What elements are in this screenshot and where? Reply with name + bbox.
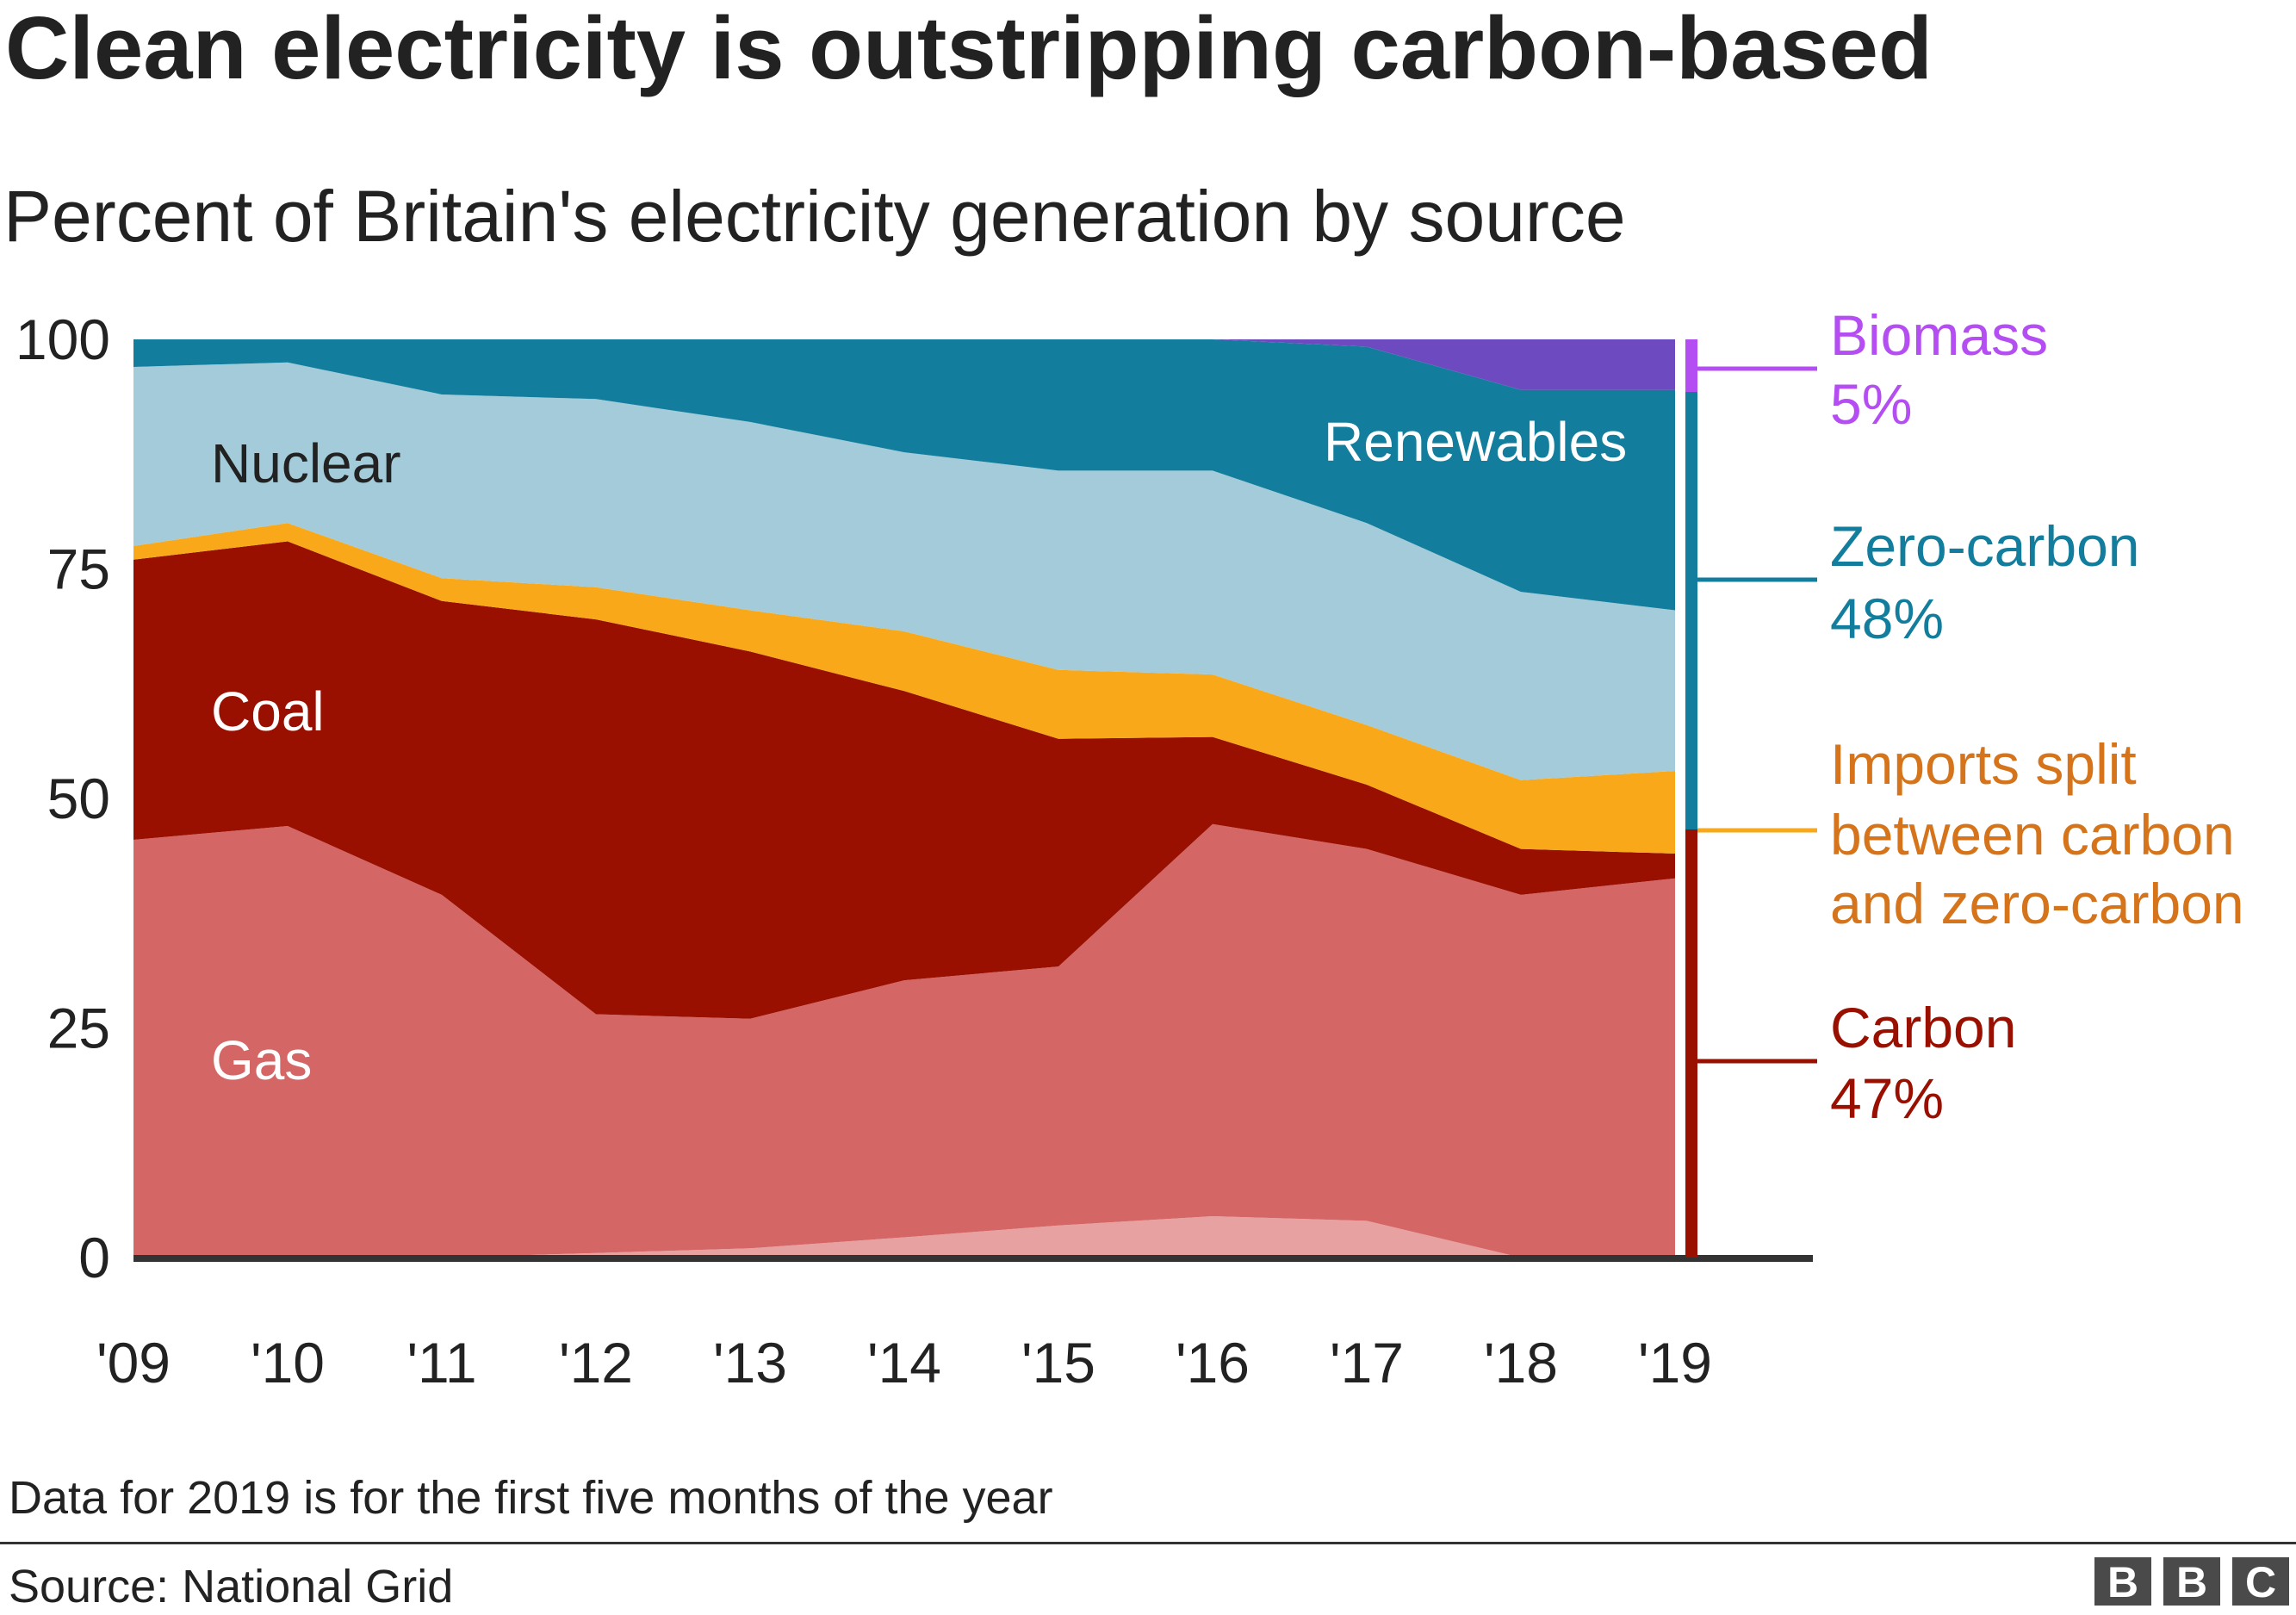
svg-text:B: B (2107, 1558, 2138, 1606)
svg-text:B: B (2176, 1558, 2207, 1606)
side-label-biomass: Biomass (1830, 303, 2048, 367)
x-tick-label: '11 (406, 1331, 476, 1394)
chart-title: Clean electricity is outstripping carbon… (5, 0, 1933, 97)
y-tick-label: 50 (47, 767, 110, 830)
side-label-zero-carbon: Zero-carbon (1830, 514, 2140, 578)
x-tick-label: '14 (867, 1331, 941, 1394)
x-tick-label: '09 (96, 1331, 171, 1394)
footnote: Data for 2019 is for the first five mont… (9, 1472, 1053, 1524)
x-tick-label: '16 (1176, 1331, 1250, 1394)
x-tick-label: '17 (1330, 1331, 1404, 1394)
area-other-carbon (133, 1216, 1675, 1258)
area-gas (133, 823, 1675, 1258)
y-tick-label: 0 (78, 1226, 110, 1289)
chart-subtitle: Percent of Britain's electricity generat… (3, 176, 1626, 257)
summary-bar-zero-carbon (1685, 392, 1697, 829)
side-label-imports-line-1: Imports split (1830, 732, 2137, 796)
x-tick-label: '12 (559, 1331, 633, 1394)
x-axis-ticks: '09 '10 '11 '12 '13 '14 '15 '16 '17 '18 '19 (96, 1331, 1712, 1394)
area-renewables (133, 339, 1675, 611)
y-tick-label: 25 (47, 997, 110, 1060)
side-label-imports-line-2: between carbon (1830, 803, 2235, 867)
side-label-carbon: Carbon (1830, 996, 2016, 1059)
x-axis-baseline (133, 1255, 1813, 1262)
area-imports (133, 523, 1675, 854)
footer-rule (0, 1542, 2296, 1544)
summary-bar-carbon (1685, 829, 1697, 1258)
side-value-carbon: 47% (1830, 1066, 1944, 1130)
bbc-logo: B B C (2094, 1557, 2289, 1606)
side-label-imports-line-3: and zero-carbon (1830, 872, 2244, 935)
x-tick-label: '10 (251, 1331, 325, 1394)
source-text: Source: National Grid (9, 1561, 453, 1612)
area-biomass (133, 339, 1675, 390)
area-label-renewables: Renewables (1324, 411, 1627, 473)
summary-bar-biomass (1685, 339, 1697, 392)
x-tick-label: '15 (1021, 1331, 1095, 1394)
y-tick-label: 100 (16, 307, 110, 371)
side-value-biomass: 5% (1830, 372, 1912, 436)
area-nuclear (133, 362, 1675, 780)
stacked-areas (133, 339, 1675, 1258)
x-tick-label: '13 (713, 1331, 787, 1394)
y-tick-label: 75 (47, 537, 110, 601)
svg-text:C: C (2245, 1558, 2276, 1606)
x-tick-label: '18 (1484, 1331, 1558, 1394)
side-value-zero-carbon: 48% (1830, 587, 1944, 650)
y-axis-ticks: 0 25 50 75 100 (16, 307, 110, 1289)
area-label-coal: Coal (211, 680, 325, 742)
area-label-gas: Gas (211, 1029, 312, 1091)
area-label-nuclear: Nuclear (211, 432, 401, 494)
area-coal (133, 541, 1675, 1019)
x-tick-label: '19 (1638, 1331, 1712, 1394)
